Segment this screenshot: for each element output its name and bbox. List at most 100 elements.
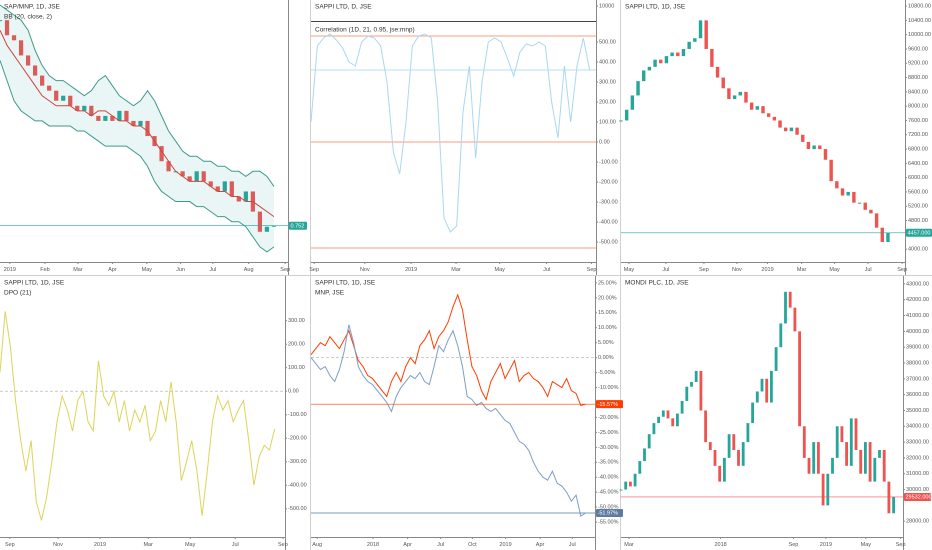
x-tick-label: Mar: [451, 267, 461, 273]
candle: [666, 410, 670, 419]
price-tag-label: 29532.000: [906, 495, 932, 501]
candle: [680, 400, 684, 414]
x-tick-label: 2018: [715, 542, 727, 548]
y-tick-label: 10000: [599, 3, 614, 9]
candle: [840, 188, 845, 196]
price-tag-label: -15.57%: [598, 402, 619, 408]
y-tick-label: 9200.00: [908, 61, 928, 67]
y-tick-label: 10.00%: [598, 325, 617, 331]
candle: [878, 450, 881, 458]
y-tick-label: 30000.00: [906, 487, 929, 493]
y-tick-label: 200.00: [288, 342, 305, 348]
y-tick-label: 28000.00: [906, 519, 929, 525]
candle: [628, 481, 632, 487]
candle: [187, 176, 192, 182]
y-tick-label: 5.00%: [598, 340, 614, 346]
candle: [886, 232, 890, 242]
y-tick-label: 6400.00: [908, 161, 928, 167]
candle: [738, 91, 742, 96]
candle: [857, 202, 862, 204]
candle: [779, 323, 783, 348]
y-tick-label: -300.00: [599, 199, 618, 205]
y-tick-label: 300.00: [288, 318, 305, 324]
candle: [737, 450, 740, 466]
candle: [699, 370, 703, 411]
candle: [874, 213, 879, 228]
candle: [145, 120, 150, 137]
y-tick-label: -500.00: [288, 506, 307, 512]
y-tick-label: 0.00: [288, 389, 299, 395]
candle: [831, 457, 834, 474]
price-tag: [904, 492, 931, 501]
x-tick-label: Nov: [53, 542, 63, 548]
candle: [766, 113, 771, 117]
candle: [670, 52, 674, 57]
chart-title: SAPPI LTD, D, JSE: [315, 4, 372, 11]
y-tick-label: 6000.00: [908, 175, 928, 181]
candle: [619, 489, 623, 491]
candle: [802, 426, 806, 458]
candle: [863, 202, 867, 210]
y-tick-label: 41000.00: [906, 313, 929, 319]
candle: [698, 20, 703, 39]
x-tick-label: Nov: [732, 267, 742, 273]
x-tick-label: 2018: [367, 542, 379, 548]
y-tick-label: -200.00: [288, 436, 307, 442]
x-tick-label: Mar: [73, 267, 83, 273]
y-tick-label: -50.00%: [598, 505, 619, 511]
price-tag-label: 0.752: [291, 223, 305, 229]
x-tick-label: Sep: [896, 542, 906, 548]
candle: [166, 161, 171, 172]
candle: [619, 120, 623, 122]
y-tick-label: 400.00: [599, 59, 616, 65]
x-tick-label: 2019: [761, 267, 773, 273]
y-tick-label: 20.00%: [598, 295, 617, 301]
candle: [755, 391, 759, 403]
x-tick-label: Sep: [897, 267, 907, 273]
x-tick-label: Sep: [280, 267, 290, 273]
y-tick-label: 15.00%: [598, 310, 617, 316]
candle: [208, 181, 213, 187]
x-tick-label: Sep: [5, 542, 15, 548]
candle: [806, 141, 811, 150]
candle: [690, 381, 693, 387]
y-tick-label: -40.00%: [598, 475, 619, 481]
y-tick-label: 35000.00: [906, 408, 929, 414]
candle: [846, 191, 850, 196]
candle: [653, 59, 657, 67]
candle: [826, 473, 830, 506]
candle: [772, 116, 777, 121]
x-tick-label: Apr: [536, 542, 545, 548]
candle: [710, 48, 714, 67]
chart-title: SAP/MNP, 1D, JSE: [4, 4, 61, 11]
y-tick-label: 300.00: [599, 79, 616, 85]
candle: [818, 145, 822, 150]
candle: [821, 473, 825, 506]
candle: [713, 450, 717, 466]
candle: [61, 95, 66, 101]
candle: [222, 181, 227, 192]
candle: [722, 457, 726, 482]
candle: [68, 95, 73, 106]
candle: [675, 413, 679, 427]
x-tick-label: Apr: [108, 267, 117, 273]
y-tick-label: -10.00%: [598, 385, 619, 391]
x-tick-label: Jul: [569, 542, 576, 548]
candle: [638, 461, 642, 474]
candle: [823, 149, 828, 160]
x-tick-label: 2019: [405, 267, 417, 273]
candle: [636, 81, 640, 96]
y-tick-label: -300.00: [288, 459, 307, 465]
y-tick-label: 10400.00: [908, 18, 931, 24]
candle: [798, 331, 802, 427]
candle: [647, 434, 651, 449]
candle: [664, 56, 669, 64]
y-tick-label: 33000.00: [906, 440, 929, 446]
y-tick-label: -55.00%: [598, 520, 619, 526]
x-tick-label: Sep: [587, 267, 597, 273]
x-tick-label: Apr: [403, 542, 412, 548]
candle: [882, 450, 886, 482]
x-tick-label: 2019: [94, 542, 106, 548]
candle: [681, 48, 686, 57]
candle: [657, 416, 661, 424]
